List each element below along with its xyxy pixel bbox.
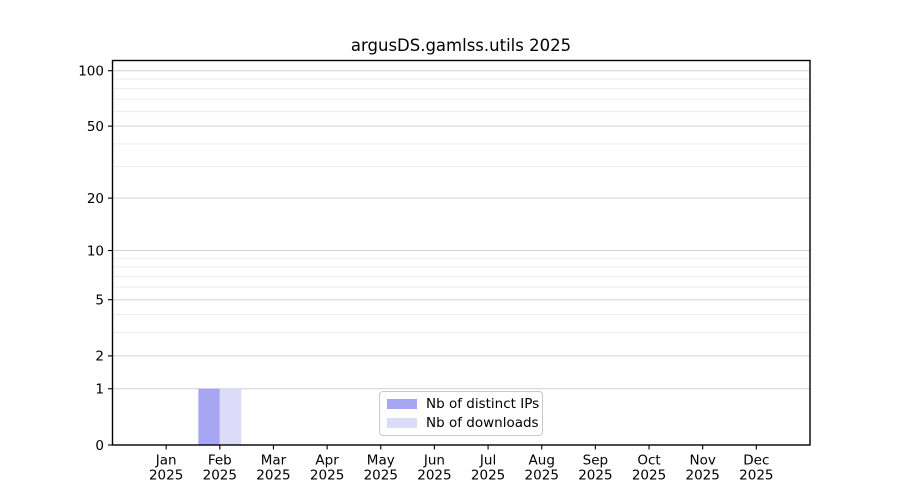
- legend-label-distinct-ips: Nb of distinct IPs: [426, 396, 540, 412]
- x-tick-label-month: Sep: [583, 453, 608, 469]
- x-tick-label-month: May: [367, 453, 395, 469]
- x-tick-label-month: Dec: [743, 453, 769, 469]
- gridlines: [112, 70, 810, 390]
- axis-ticks-and-labels: 0125102050100Jan2025Feb2025Mar2025Apr202…: [78, 64, 773, 484]
- legend-item-distinct-ips: Nb of distinct IPs: [387, 396, 539, 412]
- x-tick-label-year: 2025: [417, 468, 451, 484]
- plot-border: [111, 59, 811, 446]
- x-tick-label-month: Apr: [315, 453, 339, 469]
- x-tick-label-month: Oct: [637, 453, 660, 469]
- legend-label-downloads: Nb of downloads: [426, 415, 539, 431]
- x-tick-label-year: 2025: [256, 468, 290, 484]
- x-tick-label-year: 2025: [471, 468, 505, 484]
- x-tick-label-year: 2025: [203, 468, 237, 484]
- x-tick-label-month: Jan: [155, 453, 177, 469]
- x-tick-label-month: Feb: [208, 453, 232, 469]
- legend: Nb of distinct IPs Nb of downloads: [379, 391, 543, 436]
- bars: [198, 388, 242, 445]
- y-tick-label: 100: [78, 64, 104, 80]
- legend-swatch-distinct-ips: [387, 399, 417, 409]
- x-tick-label-year: 2025: [739, 468, 773, 484]
- y-tick-label: 50: [87, 119, 104, 135]
- y-tick-label: 1: [95, 382, 104, 398]
- chart-title: argusDS.gamlss.utils 2025: [351, 36, 571, 55]
- y-tick-label: 5: [95, 292, 104, 308]
- x-tick-label-month: Mar: [261, 453, 287, 469]
- x-tick-label-month: Jul: [479, 453, 496, 469]
- bar-nb-of-downloads-feb: [219, 388, 242, 445]
- y-tick-label: 10: [87, 243, 104, 259]
- x-tick-label-year: 2025: [578, 468, 612, 484]
- bar-nb-of-distinct-ips-feb: [198, 388, 220, 445]
- x-tick-label-year: 2025: [149, 468, 183, 484]
- x-tick-label-month: Nov: [690, 453, 716, 469]
- x-tick-label-year: 2025: [364, 468, 398, 484]
- x-tick-label-year: 2025: [310, 468, 344, 484]
- x-tick-label-month: Aug: [529, 453, 555, 469]
- x-tick-label-month: Jun: [423, 453, 445, 469]
- y-tick-label: 0: [95, 438, 104, 454]
- legend-swatch-downloads: [387, 418, 417, 428]
- x-tick-label-year: 2025: [686, 468, 720, 484]
- y-tick-label: 2: [95, 349, 104, 365]
- y-tick-label: 20: [87, 191, 104, 207]
- legend-item-downloads: Nb of downloads: [387, 415, 539, 431]
- x-tick-label-year: 2025: [525, 468, 559, 484]
- x-tick-label-year: 2025: [632, 468, 666, 484]
